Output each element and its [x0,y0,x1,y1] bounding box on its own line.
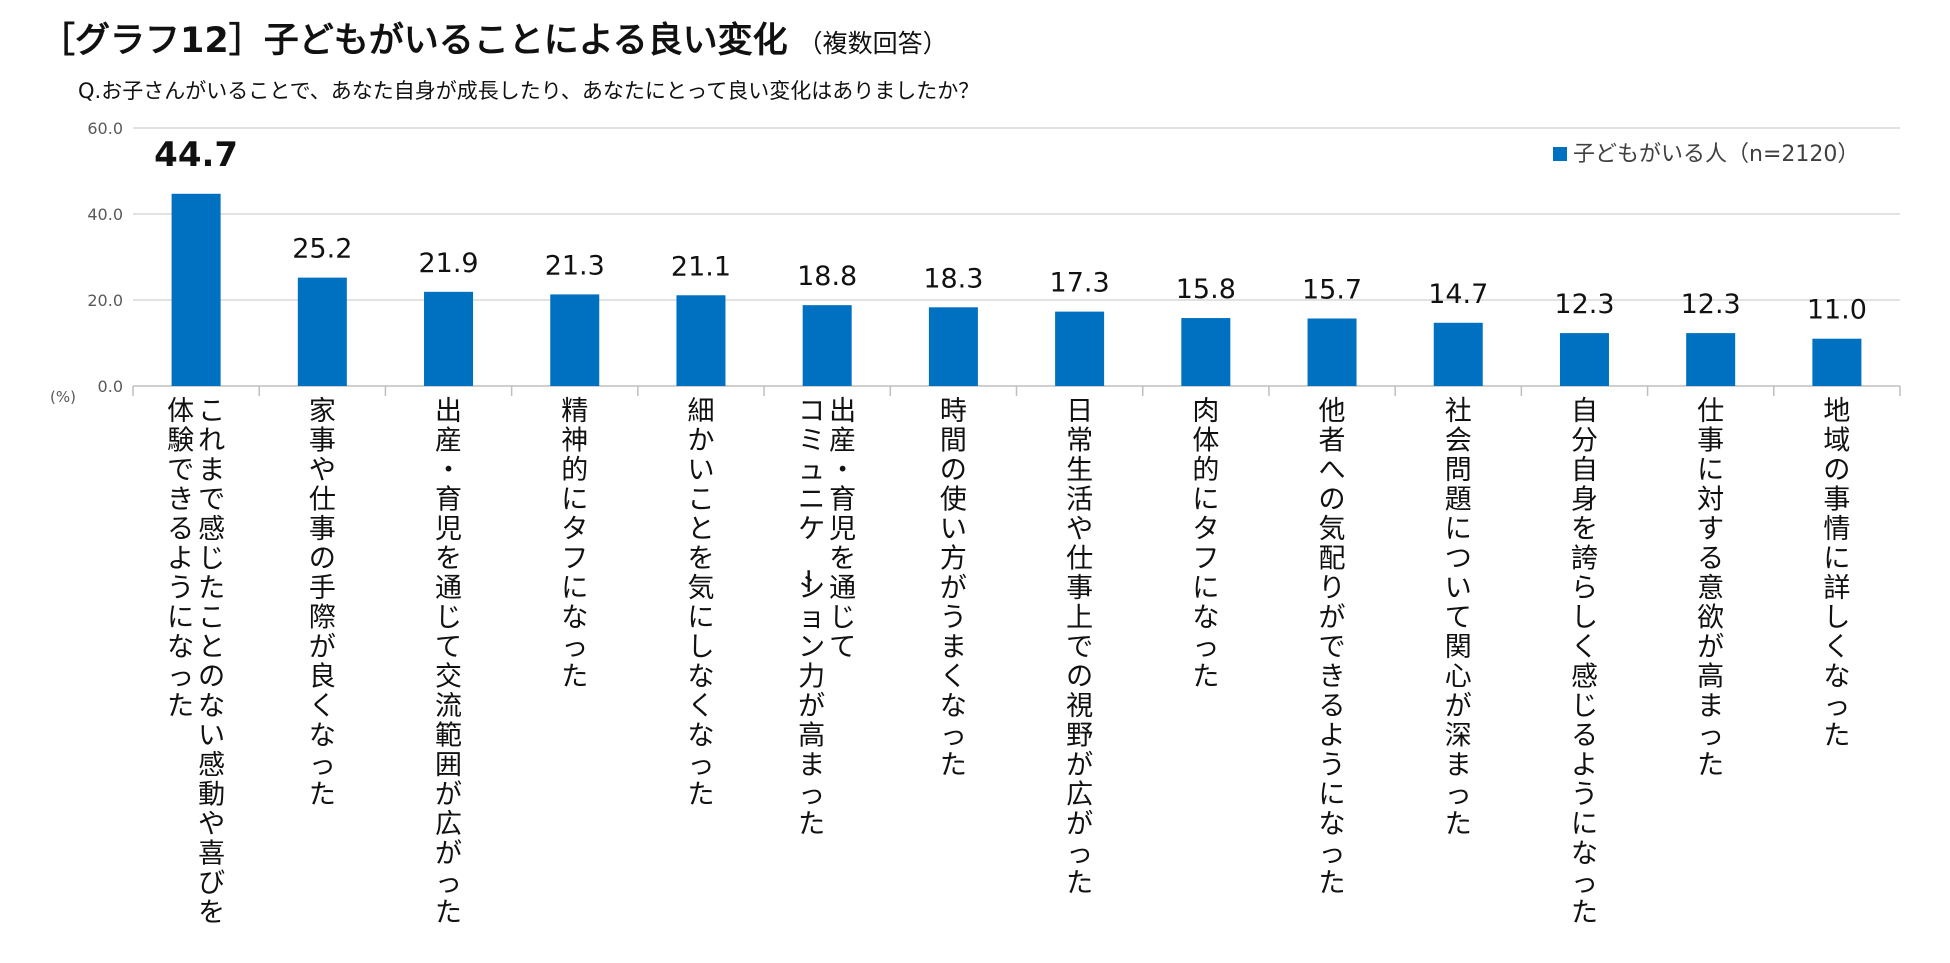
legend-label: 子どもがいる人（n=2120） [1573,142,1859,167]
chart-title: ［グラフ12］子どもがいることによる良い変化 （複数回答） [40,12,948,63]
y-axis-label: (%) [50,388,76,406]
data-label: 12.3 [1554,289,1614,320]
x-tick-label-column: 自分自身を誇らしく感じるようになった [1571,396,1598,929]
x-tick-label-column: コミュニケーション力が高まった [791,396,825,840]
x-tick-label-column: これまで感じたことのない感動や喜びを [198,396,225,929]
survey-question: Q.お子さんがいることで、あなた自身が成長したり、あなたにとって良い変化はありま… [78,79,980,103]
legend-swatch [1553,147,1567,161]
data-label: 25.2 [292,234,352,265]
data-label: 21.9 [418,248,478,279]
chart-title-main: ［グラフ12］子どもがいることによる良い変化 [40,21,788,61]
data-label: 21.3 [545,250,605,281]
bar [1181,318,1231,386]
x-tick-label-column: 細かいことを気にしなくなった [687,396,714,811]
x-tick-label-column: 家事や仕事の手際が良くなった [309,396,336,811]
x-tick-label-column: 精神的にタフになった [561,396,588,693]
bar [424,291,474,386]
y-tick-label: 20.0 [87,291,123,310]
x-tick-label: 肉体的にタフになった [1192,396,1219,693]
data-label: 21.1 [671,251,731,282]
x-tick-label: 出産・育児を通じて交流範囲が広がった [435,396,462,929]
x-tick-label: 時間の使い方がうまくなった [940,396,967,781]
x-tick-label-column: 時間の使い方がうまくなった [940,396,967,781]
data-label: 11.0 [1807,295,1867,326]
data-label: 14.7 [1428,279,1488,310]
x-tick-label: 地域の事情に詳しくなった [1823,396,1850,752]
y-tick-label: 60.0 [87,119,123,138]
chart-title-sub: （複数回答） [797,29,948,58]
x-tick-label: 細かいことを気にしなくなった [687,396,714,811]
x-tick-label: 他者への気配りができるようになった [1319,396,1346,899]
bar [928,307,978,386]
x-tick-label-column: 社会問題について関心が深まった [1445,396,1472,840]
x-tick-label-column: 地域の事情に詳しくなった [1823,396,1850,752]
x-tick-label-column: 出産・育児を通じて交流範囲が広がった [435,396,462,929]
data-label: 44.7 [154,135,238,175]
y-tick-label: 0.0 [98,377,123,396]
y-tick-label: 40.0 [87,205,123,224]
bar [1433,322,1483,386]
bar [1812,338,1862,386]
x-tick-label-column: 他者への気配りができるようになった [1319,396,1346,899]
x-tick-label-column: 出産・育児を通じて [829,396,856,663]
data-label: 18.3 [923,263,983,294]
bar [550,294,600,386]
bar [802,305,852,386]
bar [1055,311,1105,386]
bar [297,277,347,386]
x-tick-label-column: 体験できるようになった [167,396,194,722]
data-label: 15.8 [1176,274,1236,305]
data-label: 12.3 [1681,289,1741,320]
x-tick-label-column: 仕事に対する意欲が高まった [1697,396,1724,781]
x-tick-label-column: 肉体的にタフになった [1192,396,1219,693]
data-label: 15.7 [1302,274,1362,305]
bar [1559,333,1609,386]
bar [1686,333,1736,386]
x-tick-label: 家事や仕事の手際が良くなった [309,396,336,811]
x-tick-label: 日常生活や仕事上での視野が広がった [1066,396,1093,899]
x-tick-label: 仕事に対する意欲が高まった [1697,396,1724,781]
x-tick-label: 精神的にタフになった [561,396,588,693]
x-tick-label: 自分自身を誇らしく感じるようになった [1571,396,1598,929]
data-label: 17.3 [1050,268,1110,299]
x-tick-label-column: 日常生活や仕事上での視野が広がった [1066,396,1093,899]
data-label: 18.8 [797,261,857,292]
bar [171,193,221,386]
x-tick-label: 社会問題について関心が深まった [1445,396,1472,840]
bar [1307,318,1357,386]
bar [676,295,726,386]
